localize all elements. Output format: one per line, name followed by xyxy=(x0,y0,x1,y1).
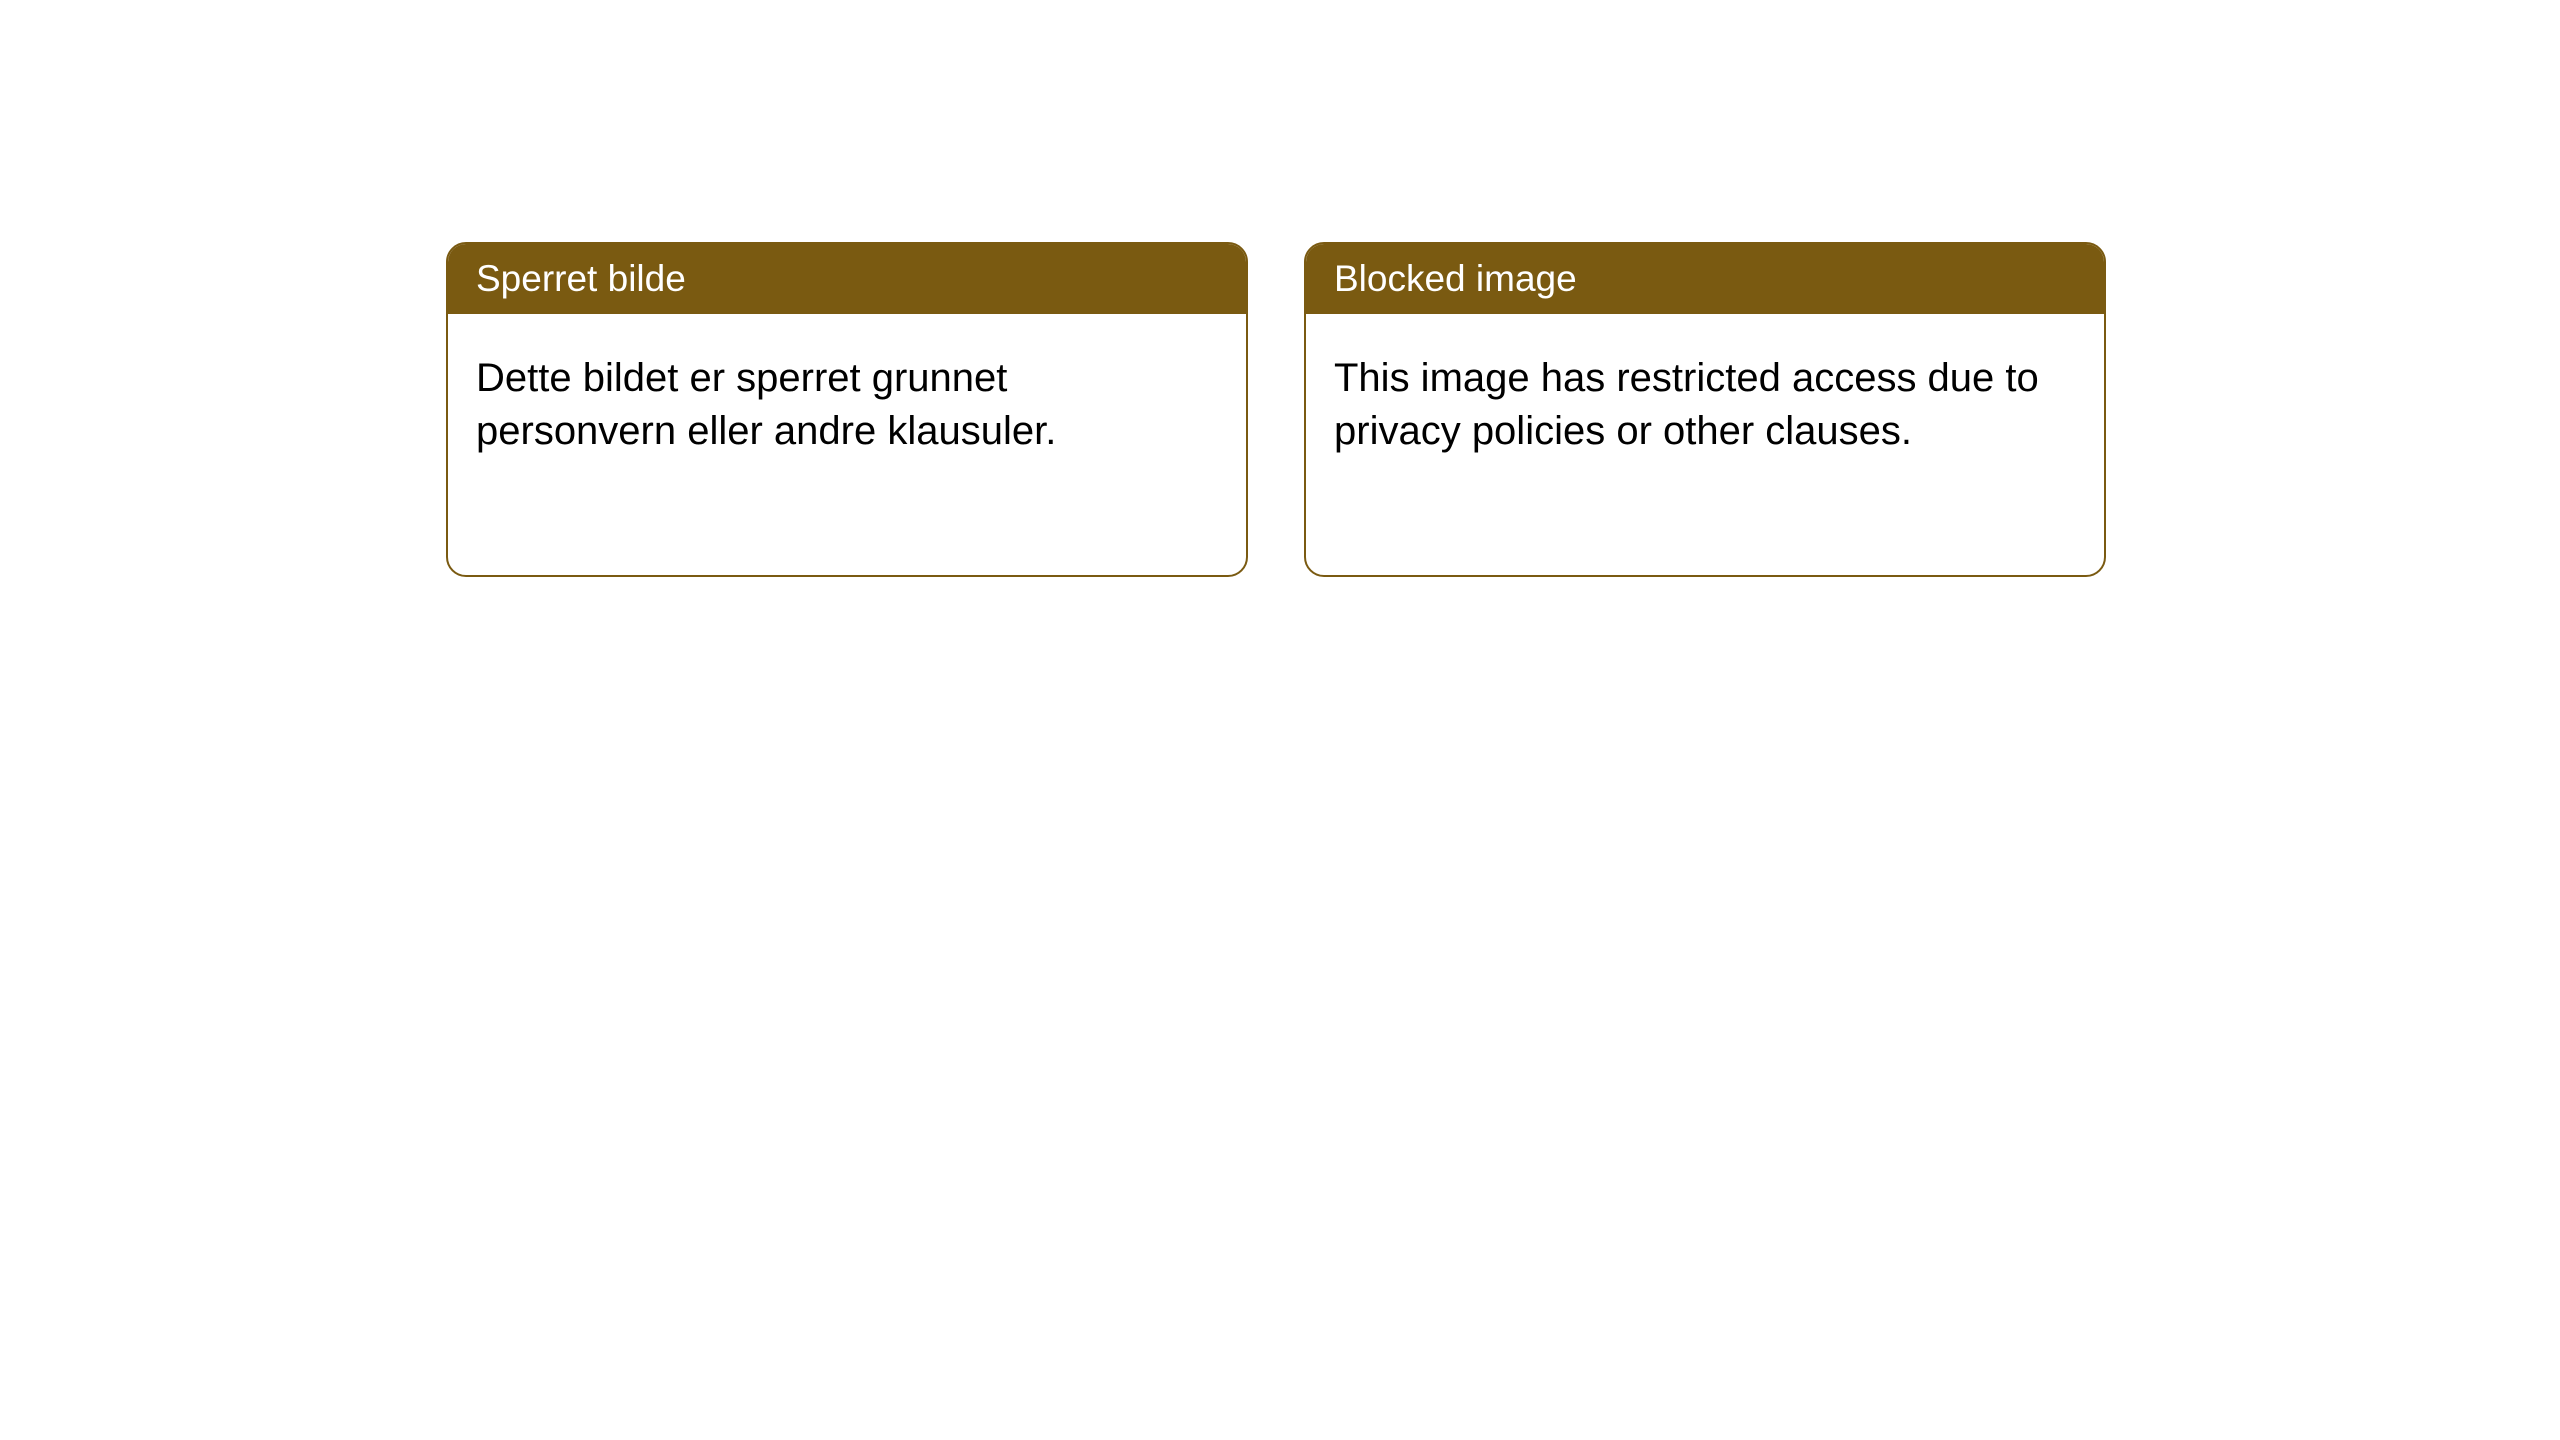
notice-card-message: This image has restricted access due to … xyxy=(1334,356,2039,453)
notice-card-english: Blocked image This image has restricted … xyxy=(1304,242,2106,577)
notice-card-message: Dette bildet er sperret grunnet personve… xyxy=(476,356,1056,453)
notice-card-norwegian: Sperret bilde Dette bildet er sperret gr… xyxy=(446,242,1248,577)
notice-card-title: Sperret bilde xyxy=(476,258,686,299)
notice-card-body: This image has restricted access due to … xyxy=(1306,314,2104,486)
notice-card-header: Blocked image xyxy=(1306,244,2104,314)
notice-card-title: Blocked image xyxy=(1334,258,1577,299)
notice-card-body: Dette bildet er sperret grunnet personve… xyxy=(448,314,1246,486)
notice-cards-container: Sperret bilde Dette bildet er sperret gr… xyxy=(446,242,2106,577)
notice-card-header: Sperret bilde xyxy=(448,244,1246,314)
